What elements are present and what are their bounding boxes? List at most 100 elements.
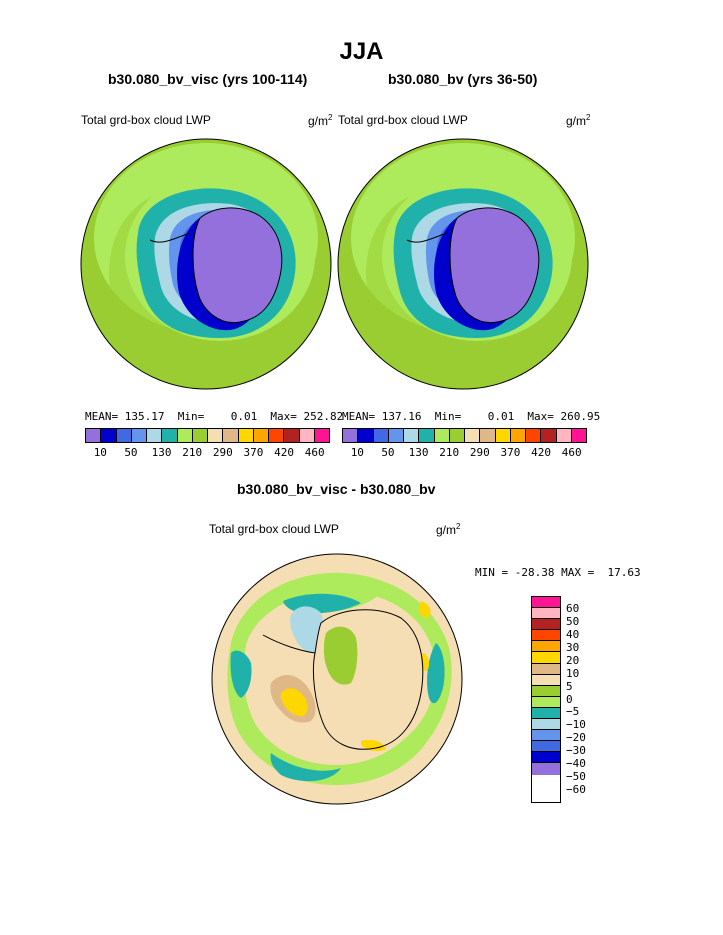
diff-colorbar-swatch (532, 696, 560, 708)
diff-band-20 (280, 688, 308, 717)
diff-coastline (312, 609, 424, 750)
colorbar-swatch (299, 429, 315, 442)
peninsula-left (149, 232, 191, 243)
diff-var-label: Total grd-box cloud LWP (209, 522, 339, 536)
colorbar-swatch (449, 429, 465, 442)
diff-colorbar-tick-label: 5 (566, 679, 573, 693)
colorbar-swatch (223, 429, 239, 442)
colorbar-tick-label: 370 (500, 446, 521, 459)
diff-band-20-s (361, 739, 386, 752)
colorbar-tick-label: 460 (304, 446, 325, 459)
colorbar-swatch (86, 429, 102, 442)
colorbar-swatch (147, 429, 163, 442)
coastline-left (192, 207, 283, 324)
antarctica-right (450, 207, 539, 323)
diff-colorbar-tick-label: 50 (566, 614, 580, 628)
colorbar-tick-label: 50 (381, 446, 395, 459)
colorbar-swatch (343, 429, 359, 442)
colorbar-swatch (162, 429, 178, 442)
diff-colorbar-swatch (532, 763, 560, 775)
colorbar-swatch (253, 429, 269, 442)
diff-colorbar-tick-label: 20 (566, 653, 580, 667)
colorbar-swatch (284, 429, 300, 442)
diff-colorbar-swatch (532, 608, 560, 620)
diff-colorbar-tick-label: 40 (566, 627, 580, 641)
diff-colorbar-swatch (532, 730, 560, 742)
diff-colorbar-swatch (532, 674, 560, 686)
diff-colorbar-swatch (532, 619, 560, 631)
map-border-right (337, 138, 589, 390)
colorbar-swatch (465, 429, 481, 442)
colorbar-tick-label: 420 (531, 446, 551, 459)
diff-colorbar (531, 596, 561, 803)
colorbar-swatch (434, 429, 450, 442)
diff-colorbar-swatch (532, 597, 560, 609)
colorbar-tick-label: 130 (408, 446, 429, 459)
colorbar-swatch (238, 429, 254, 442)
var-label-right: Total grd-box cloud LWP (338, 113, 468, 127)
diff-band-20-ne (418, 601, 431, 618)
diff-colorbar-swatch (532, 741, 560, 753)
colorbar-right (342, 428, 587, 443)
diff-band-neg30 (290, 606, 324, 653)
diff-colorbar-labels: 60 50 40 30 20 10 5 0 −5 −10 −20 −30 −40 −50 −60 (566, 596, 626, 801)
colorbar-swatch (208, 429, 224, 442)
colorbar-labels-left: 10 50 130 210 290 370 420 460 (85, 446, 330, 460)
diff-colorbar-swatch (532, 685, 560, 697)
diff-colorbar-tick-label: −30 (566, 744, 586, 758)
diff-title: b30.080_bv_visc - b30.080_bv (237, 481, 436, 497)
diff-colorbar-swatch (532, 641, 560, 653)
diff-units: g/m2 (436, 522, 461, 537)
colorbar-swatch (419, 429, 435, 442)
map-border-left (80, 138, 332, 390)
diff-colorbar-tick-label: 60 (566, 601, 580, 615)
colorbar-tick-label: 460 (561, 446, 582, 459)
diff-map-border (211, 553, 463, 805)
colorbar-swatch (556, 429, 572, 442)
diff-colorbar-swatch (532, 719, 560, 731)
diff-peninsula (262, 634, 316, 654)
colorbar-swatch (177, 429, 193, 442)
diff-band-neg5-interior (323, 626, 358, 685)
diff-colorbar-swatch (532, 652, 560, 664)
colorbar-swatch (358, 429, 374, 442)
colorbar-tick-label: 290 (469, 446, 490, 459)
colorbar-labels-right: 10 50 130 210 290 370 420 460 (342, 446, 587, 460)
colorbar-swatch (373, 429, 389, 442)
diff-colorbar-tick-label: 0 (566, 692, 573, 706)
diff-stats: MIN = -28.38 MAX = 17.63 (475, 566, 641, 579)
colorbar-tick-label: 210 (439, 446, 460, 459)
colorbar-tick-label: 210 (182, 446, 203, 459)
panel-title-left: b30.080_bv_visc (yrs 100-114) (108, 71, 308, 87)
diff-colorbar-tick-label: 10 (566, 666, 580, 680)
colorbar-swatch (510, 429, 526, 442)
colorbar-swatch (314, 429, 329, 442)
stats-left: MEAN= 135.17 Min= 0.01 Max= 252.82 (85, 410, 344, 423)
colorbar-swatch (404, 429, 420, 442)
colorbar-tick-label: 370 (243, 446, 264, 459)
diff-colorbar-swatch (532, 630, 560, 642)
var-label-left: Total grd-box cloud LWP (81, 113, 211, 127)
colorbar-left (85, 428, 330, 443)
colorbar-swatch (388, 429, 404, 442)
diff-colorbar-swatch (532, 707, 560, 720)
diff-colorbar-tick-label: −5 (566, 705, 580, 719)
colorbar-tick-label: 130 (151, 446, 172, 459)
diff-colorbar-tick-label: −40 (566, 757, 586, 771)
diff-band-neg20-bottom (270, 753, 341, 782)
colorbar-swatch (526, 429, 542, 442)
colorbar-swatch (269, 429, 285, 442)
units-left: g/m2 (308, 113, 333, 128)
main-title: JJA (339, 38, 384, 65)
colorbar-swatch (541, 429, 557, 442)
peninsula-right (406, 232, 448, 243)
diff-band-neg20-left (230, 650, 252, 698)
antarctica-left (193, 207, 282, 323)
colorbar-tick-label: 10 (350, 446, 364, 459)
polar-map-left (80, 138, 332, 390)
colorbar-swatch (571, 429, 586, 442)
diff-colorbar-tick-label: −60 (566, 783, 586, 797)
diff-colorbar-tick-label: −50 (566, 770, 586, 784)
panel-title-right: b30.080_bv (yrs 36-50) (388, 71, 538, 87)
colorbar-swatch (116, 429, 132, 442)
